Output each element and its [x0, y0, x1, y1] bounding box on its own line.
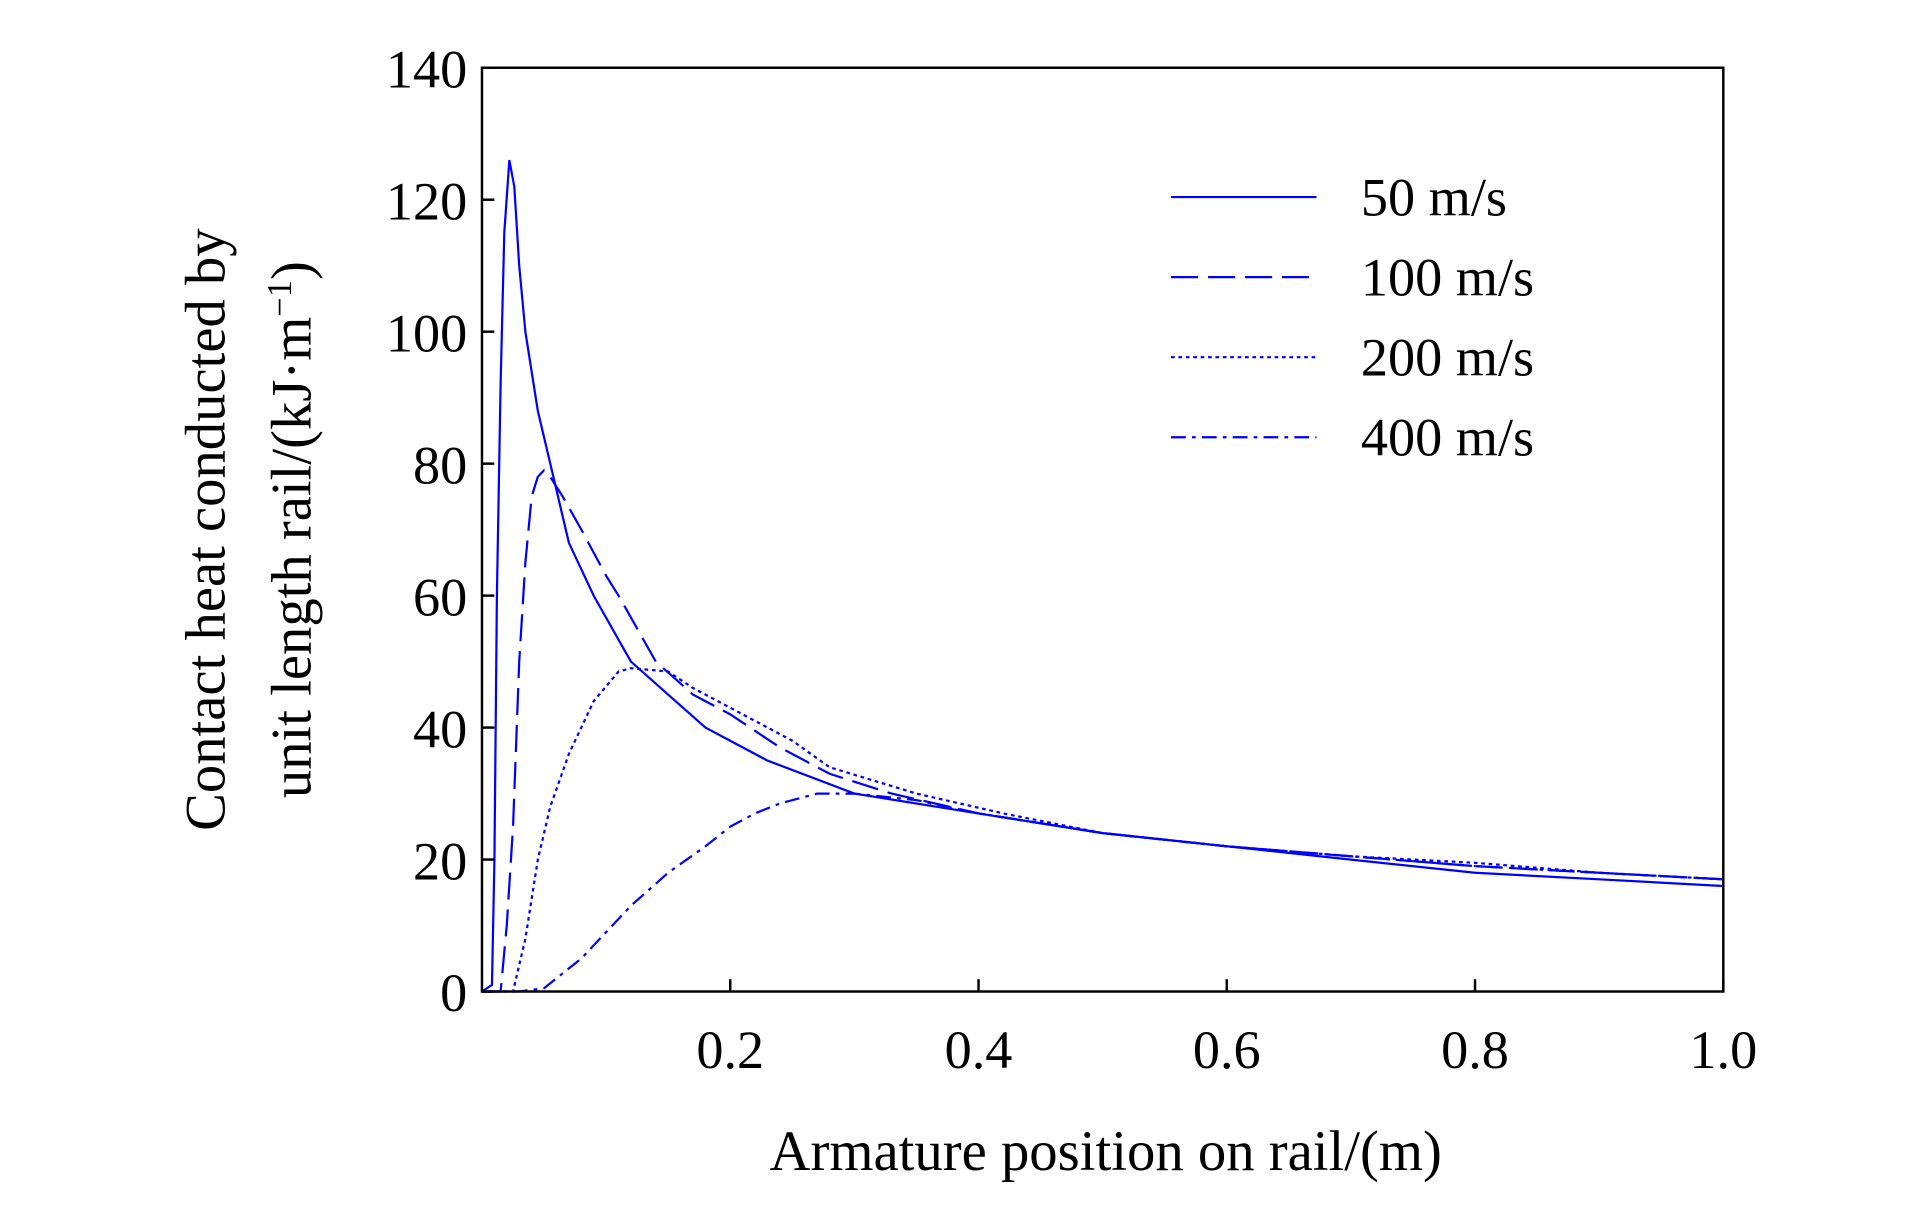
legend-label: 100 m/s	[1361, 248, 1534, 308]
y-tick-label: 0	[440, 963, 467, 1023]
series-lines	[481, 159, 1724, 993]
series-line-3	[481, 792, 1724, 993]
y-tick-label: 20	[413, 831, 467, 891]
x-axis: 0.2 0.4 0.6 0.8 1.0	[696, 979, 1757, 1080]
x-axis-label: Armature position on rail/(m)	[770, 1120, 1442, 1183]
y-tick-label: 120	[386, 171, 467, 231]
y-tick-label: 80	[413, 435, 467, 495]
legend: 50 m/s 100 m/s 200 m/s 400 m/s	[1171, 168, 1534, 468]
y-axis: 0 20 40 60 80 100 120 140	[386, 39, 495, 1023]
legend-item: 400 m/s	[1171, 408, 1534, 468]
y-tick-label: 100	[386, 303, 467, 363]
y-tick-label: 60	[413, 567, 467, 627]
series-line-0	[481, 159, 1724, 993]
x-tick-label: 0.2	[696, 1020, 764, 1080]
legend-label: 50 m/s	[1361, 168, 1507, 228]
x-tick-label: 0.4	[945, 1020, 1013, 1080]
x-tick-label: 0.6	[1193, 1020, 1261, 1080]
legend-label: 200 m/s	[1361, 328, 1534, 388]
legend-label: 400 m/s	[1361, 408, 1534, 468]
y-tick-label: 140	[386, 39, 467, 99]
y-axis-label: Contact heat conducted by	[174, 228, 237, 831]
legend-item: 100 m/s	[1171, 248, 1534, 308]
y-axis-label-line1: Contact heat conducted by	[174, 228, 237, 831]
y-axis-label-2: unit length rail/(kJ·m−1)	[261, 261, 324, 798]
series-line-1	[481, 468, 1724, 993]
legend-item: 200 m/s	[1171, 328, 1534, 388]
y-tick-label: 40	[413, 699, 467, 759]
legend-item: 50 m/s	[1171, 168, 1507, 228]
x-tick-label: 1.0	[1689, 1020, 1757, 1080]
plot-frame	[480, 66, 1725, 993]
y-axis-label-line2: unit length rail/(kJ·m−1)	[261, 261, 324, 798]
series-line-2	[481, 667, 1724, 993]
x-tick-label: 0.8	[1441, 1020, 1509, 1080]
